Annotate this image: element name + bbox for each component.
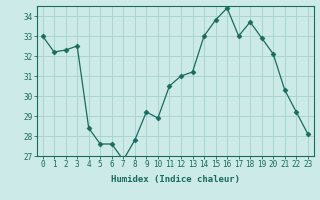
- X-axis label: Humidex (Indice chaleur): Humidex (Indice chaleur): [111, 175, 240, 184]
